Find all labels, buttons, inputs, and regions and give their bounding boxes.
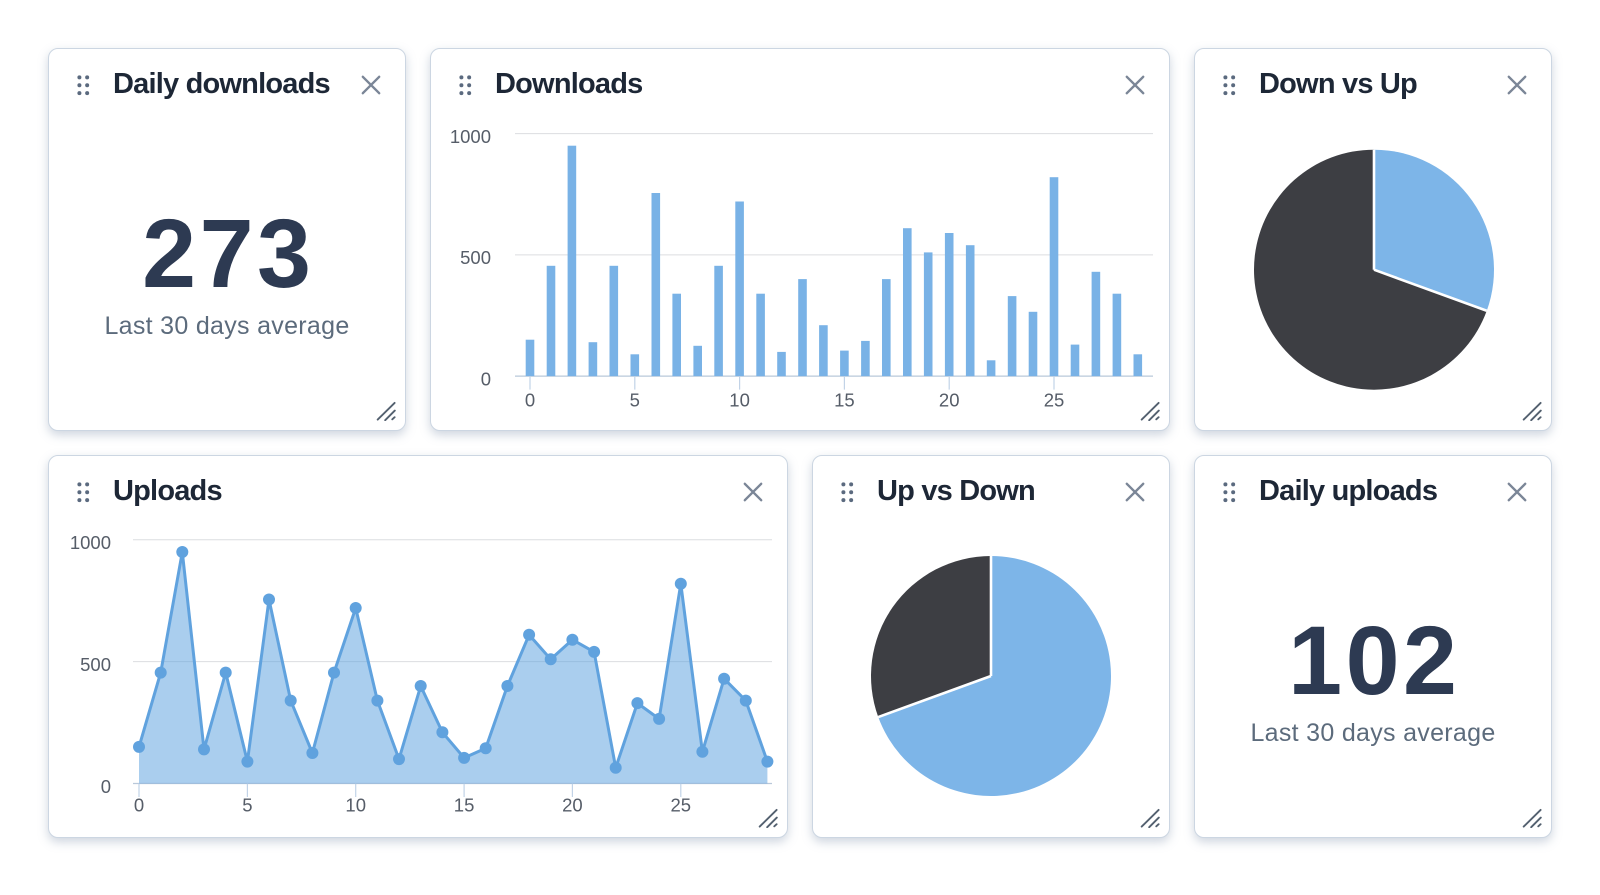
svg-text:0: 0: [101, 776, 111, 797]
svg-text:10: 10: [729, 390, 750, 411]
svg-text:0: 0: [481, 368, 491, 389]
svg-text:5: 5: [242, 795, 252, 816]
svg-text:10: 10: [345, 795, 366, 816]
svg-text:15: 15: [834, 390, 855, 411]
svg-text:25: 25: [1044, 390, 1065, 411]
svg-text:500: 500: [460, 247, 491, 268]
svg-text:15: 15: [454, 795, 475, 816]
svg-text:5: 5: [630, 390, 640, 411]
svg-text:20: 20: [562, 795, 583, 816]
svg-text:20: 20: [939, 390, 960, 411]
svg-text:1000: 1000: [450, 126, 491, 147]
svg-text:1000: 1000: [70, 532, 111, 553]
svg-text:25: 25: [671, 795, 692, 816]
svg-text:0: 0: [525, 390, 535, 411]
svg-text:0: 0: [134, 795, 144, 816]
svg-text:500: 500: [80, 654, 111, 675]
